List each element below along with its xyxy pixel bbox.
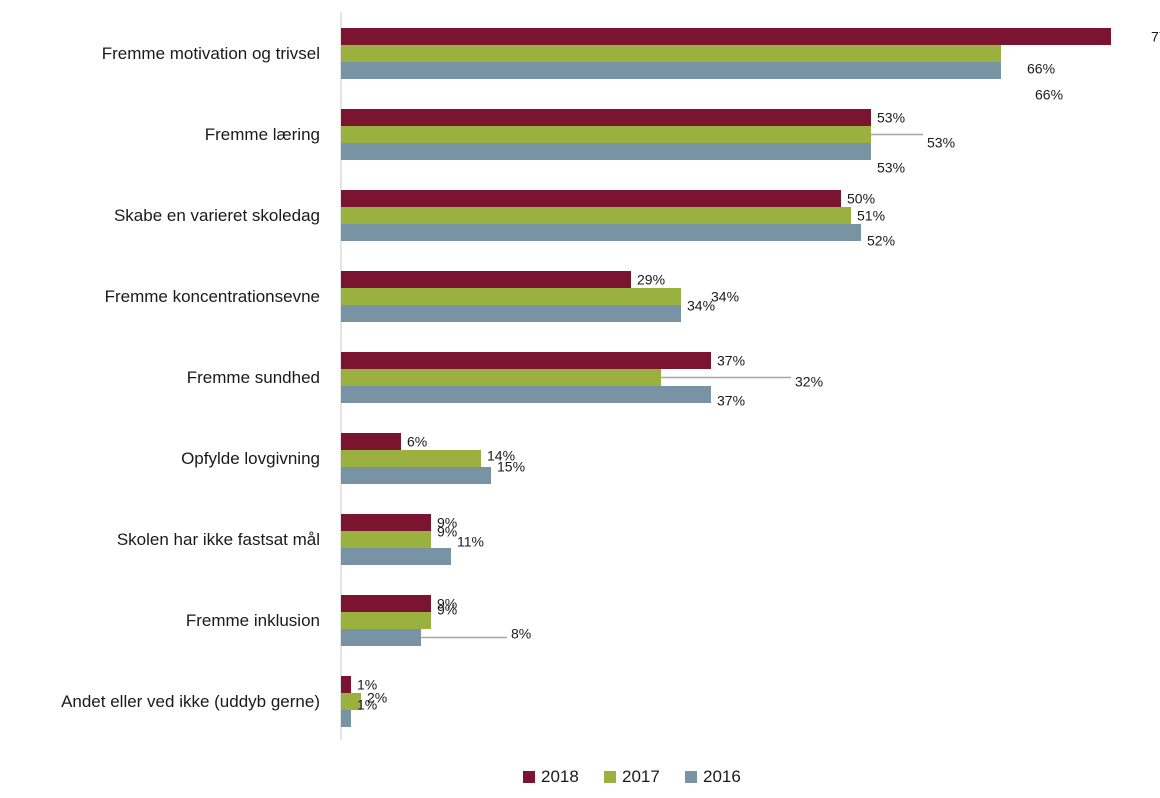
- data-label: 77%: [1151, 29, 1160, 45]
- data-label: 51%: [857, 208, 885, 224]
- category-label: Fremme sundhed: [187, 368, 320, 387]
- value-labels-layer: 77%66%66%53%53%53%50%51%52%29%34%34%37%3…: [357, 29, 1160, 713]
- data-label: 50%: [847, 191, 875, 207]
- bar-2017: [341, 693, 361, 710]
- data-label: 29%: [637, 272, 665, 288]
- bar-2016: [341, 386, 711, 403]
- data-label: 53%: [927, 135, 955, 151]
- bar-2017: [341, 126, 871, 143]
- data-label: 9%: [437, 515, 457, 531]
- data-label: 8%: [511, 626, 531, 642]
- legend-swatch-2018: [523, 771, 535, 783]
- bar-2018: [341, 676, 351, 693]
- leader-lines-layer: [421, 133, 923, 639]
- data-label: 52%: [867, 233, 895, 249]
- data-label: 66%: [1027, 61, 1055, 77]
- bar-2017: [341, 450, 481, 467]
- data-label: 9%: [437, 596, 457, 612]
- category-label: Fremme koncentrationsevne: [105, 287, 320, 306]
- bar-2018: [341, 595, 431, 612]
- category-labels-layer: Fremme motivation og trivsel Fremme lærin…: [61, 44, 320, 711]
- data-label: 66%: [1035, 87, 1063, 103]
- legend-label-2017: 2017: [622, 767, 660, 786]
- category-label: Skolen har ikke fastsat mål: [117, 530, 320, 549]
- bar-2018: [341, 514, 431, 531]
- legend: 2018 2017 2016: [523, 767, 741, 786]
- data-label: 34%: [687, 298, 715, 314]
- category-label: Skabe en varieret skoledag: [114, 206, 320, 225]
- data-label: 6%: [407, 434, 427, 450]
- data-label: 14%: [487, 448, 515, 464]
- bar-2016: [341, 710, 351, 727]
- legend-label-2018: 2018: [541, 767, 579, 786]
- data-label: 32%: [795, 374, 823, 390]
- data-label: 53%: [877, 160, 905, 176]
- data-label: 2%: [367, 690, 387, 706]
- bar-2016: [341, 143, 871, 160]
- data-label: 15%: [497, 459, 525, 475]
- bar-2018: [341, 352, 711, 369]
- bar-2016: [341, 548, 451, 565]
- category-label: Fremme motivation og trivsel: [102, 44, 320, 63]
- bar-2016: [341, 224, 861, 241]
- bar-2016: [341, 629, 421, 646]
- category-label: Fremme inklusion: [186, 611, 320, 630]
- bar-2017: [341, 45, 1001, 62]
- bar-2017: [341, 288, 681, 305]
- data-label: 37%: [717, 353, 745, 369]
- legend-label-2016: 2016: [703, 767, 741, 786]
- data-label: 53%: [877, 110, 905, 126]
- bar-2017: [341, 369, 661, 386]
- category-label: Andet eller ved ikke (uddyb gerne): [61, 692, 320, 711]
- data-label: 9%: [437, 602, 457, 618]
- bar-2016: [341, 305, 681, 322]
- bar-2017: [341, 207, 851, 224]
- category-label: Fremme læring: [205, 125, 320, 144]
- bar-2018: [341, 271, 631, 288]
- data-label: 11%: [457, 534, 484, 550]
- bar-2016: [341, 62, 1001, 79]
- bar-2018: [341, 190, 841, 207]
- category-label: Opfylde lovgivning: [181, 449, 320, 468]
- data-label: 37%: [717, 393, 745, 409]
- bars-layer: [341, 28, 1111, 727]
- legend-swatch-2017: [604, 771, 616, 783]
- legend-swatch-2016: [685, 771, 697, 783]
- data-label: 1%: [357, 677, 377, 693]
- bar-2016: [341, 467, 491, 484]
- data-label: 9%: [437, 524, 457, 540]
- bar-2017: [341, 531, 431, 548]
- bar-2018: [341, 433, 401, 450]
- bar-2017: [341, 612, 431, 629]
- data-label: 1%: [357, 697, 377, 713]
- data-label: 34%: [711, 289, 739, 305]
- bar-2018: [341, 28, 1111, 45]
- bar-2018: [341, 109, 871, 126]
